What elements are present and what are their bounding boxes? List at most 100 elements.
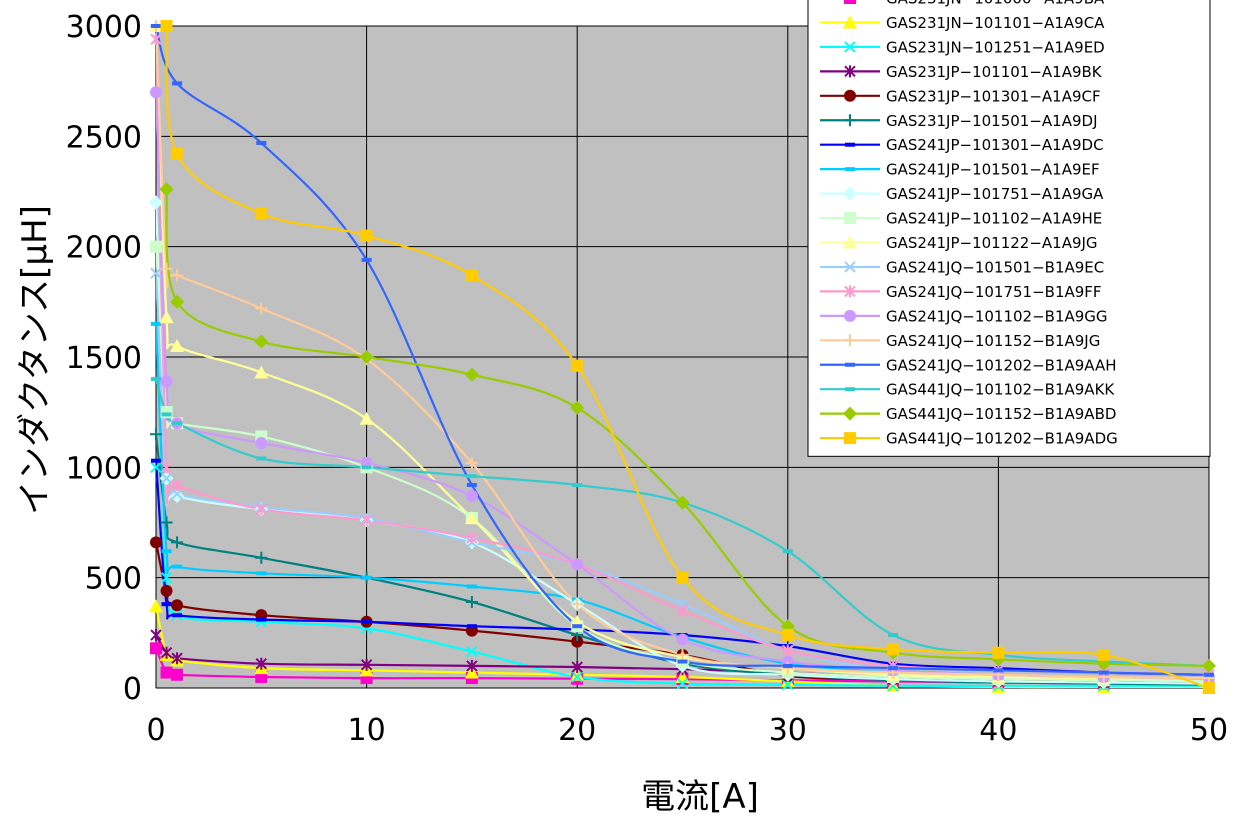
- data-point: [160, 584, 173, 597]
- legend-box: [807, 0, 1211, 457]
- data-point: [466, 531, 478, 544]
- data-point: [1202, 658, 1216, 673]
- legend-marker: [844, 0, 856, 4]
- data-point: [571, 671, 583, 683]
- legend-item: GAS231JN−101101−A1A9CA: [820, 14, 1105, 32]
- legend-label: GAS241JQ−101202−B1A9AAH: [886, 356, 1117, 374]
- data-point: [170, 338, 185, 352]
- data-point: [465, 456, 478, 469]
- data-point: [171, 599, 184, 612]
- legend-label: GAS231JP−101501−A1A9DJ: [886, 112, 1098, 130]
- data-point: [255, 302, 268, 315]
- legend-marker: [844, 41, 856, 53]
- legend-marker: [844, 285, 856, 298]
- data-point: [255, 437, 268, 450]
- legend-label: GAS241JP−101301−A1A9DC: [886, 136, 1104, 154]
- x-tick-label: 50: [1190, 713, 1228, 748]
- data-point: [161, 412, 172, 417]
- y-tick-label: 1000: [66, 451, 142, 486]
- data-point: [466, 645, 478, 658]
- x-axis-label: 電流[A]: [641, 777, 759, 817]
- data-point: [887, 643, 900, 656]
- legend-marker: [844, 114, 856, 127]
- data-point: [160, 666, 173, 679]
- data-point: [571, 661, 583, 674]
- data-point: [160, 472, 173, 485]
- data-point: [675, 495, 690, 510]
- legend-label: GAS231JN−101251−A1A9ED: [886, 38, 1105, 56]
- data-point: [171, 147, 184, 160]
- legend-marker: [844, 334, 856, 347]
- legend-label: GAS241JP−101751−A1A9GA: [886, 185, 1104, 203]
- data-point: [255, 503, 268, 516]
- legend-label: GAS241JP−101102−A1A9HE: [886, 210, 1102, 228]
- data-point: [676, 571, 689, 584]
- data-point: [256, 140, 267, 145]
- legend-label: GAS241JQ−101152−B1A9JG: [886, 332, 1100, 350]
- data-point: [572, 482, 583, 487]
- legend-label: GAS241JQ−101501−B1A9EC: [886, 258, 1104, 276]
- legend-label: GAS241JP−101122−A1A9JG: [886, 234, 1098, 252]
- data-point: [359, 350, 374, 364]
- legend-item: GAS241JQ−101152−B1A9JG: [820, 332, 1100, 350]
- data-point: [464, 665, 479, 679]
- data-point: [466, 624, 477, 629]
- data-point: [150, 267, 162, 279]
- legend-item: GAS241JQ−101102−B1A9GG: [820, 307, 1108, 325]
- legend-marker: [844, 261, 856, 273]
- data-point: [256, 456, 267, 461]
- legend-label: GAS441JQ−101202−B1A9ADG: [886, 430, 1118, 448]
- data-point: [571, 635, 584, 648]
- data-point: [171, 488, 183, 500]
- legend: GAS231JN−101000−A1A9BA GAS231JN−101101−A1…: [807, 0, 1211, 457]
- data-point: [888, 633, 899, 638]
- data-point: [782, 644, 794, 657]
- data-point: [256, 571, 267, 576]
- data-point: [151, 377, 161, 382]
- data-point: [781, 629, 794, 642]
- data-point: [676, 677, 689, 690]
- legend-item: GAS241JQ−101751−B1A9FF: [820, 283, 1102, 301]
- data-point: [466, 584, 477, 589]
- data-point: [677, 659, 688, 664]
- data-point: [464, 367, 479, 382]
- legend-item: GAS231JP−101101−A1A9BK: [820, 63, 1103, 81]
- legend-item: GAS241JP−101102−A1A9HE: [820, 210, 1102, 228]
- data-point: [150, 86, 162, 99]
- legend-marker: [844, 212, 856, 225]
- data-point: [571, 598, 584, 611]
- data-point: [159, 182, 174, 197]
- data-point: [170, 294, 185, 309]
- data-point: [360, 658, 373, 671]
- data-point: [150, 629, 162, 642]
- data-point: [160, 262, 173, 275]
- legend-label: GAS441JQ−101152−B1A9ABD: [886, 405, 1116, 423]
- y-tick-label: 2500: [66, 120, 142, 155]
- series-markers-18: [160, 20, 1215, 694]
- data-point: [361, 465, 372, 470]
- data-point: [361, 575, 372, 580]
- legend-item: GAS241JP−101501−A1A9EF: [820, 161, 1100, 179]
- y-tick-label: 2000: [66, 231, 142, 266]
- data-point: [171, 536, 184, 549]
- data-point: [160, 20, 173, 32]
- data-point: [171, 668, 184, 681]
- data-point: [571, 359, 584, 372]
- series-markers-15: [151, 24, 1214, 677]
- data-point: [171, 652, 183, 665]
- data-point: [1098, 670, 1109, 675]
- data-point: [465, 269, 478, 282]
- legend-label: GAS241JQ−101102−B1A9GG: [886, 307, 1108, 325]
- data-point: [1203, 682, 1215, 694]
- legend-item: GAS241JP−101301−A1A9DC: [820, 136, 1104, 154]
- data-point: [150, 461, 162, 474]
- legend-marker: [843, 406, 857, 421]
- legend-marker: [843, 15, 857, 29]
- data-point: [151, 321, 161, 326]
- data-point: [570, 667, 585, 681]
- data-point: [151, 24, 161, 28]
- data-point: [465, 595, 478, 608]
- data-point: [570, 400, 585, 415]
- data-point: [161, 549, 172, 554]
